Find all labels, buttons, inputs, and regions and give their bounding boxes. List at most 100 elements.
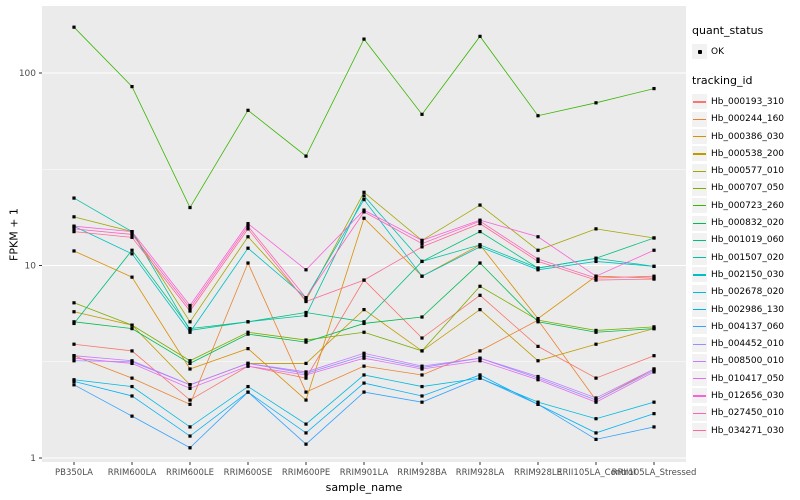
legend-item-label: Hb_000577_010 <box>711 166 785 177</box>
data-point <box>188 386 192 390</box>
data-point <box>536 320 540 324</box>
data-point <box>246 227 250 231</box>
data-point <box>188 398 192 402</box>
data-point <box>304 268 308 272</box>
data-point <box>362 321 366 326</box>
data-point <box>536 248 540 252</box>
data-point <box>652 325 656 329</box>
legend-item-label: Hb_004137_060 <box>711 321 785 332</box>
data-point <box>594 274 598 278</box>
legend-key-line-icon <box>692 180 707 196</box>
data-point <box>304 361 308 366</box>
data-point <box>130 394 134 398</box>
data-point <box>130 376 134 380</box>
legend-key-line-icon <box>692 250 707 266</box>
data-point <box>72 227 76 231</box>
data-point <box>362 216 366 220</box>
data-point <box>130 248 134 252</box>
data-point <box>188 361 192 366</box>
data-point <box>130 235 134 239</box>
legend-item-label: Hb_027450_010 <box>711 408 785 419</box>
data-point <box>304 376 308 380</box>
data-point <box>478 203 482 207</box>
data-point <box>362 37 366 41</box>
data-point <box>246 332 250 336</box>
legend-key-line-icon <box>692 198 707 214</box>
data-point <box>362 356 366 360</box>
data-point <box>594 400 598 404</box>
data-point <box>594 398 598 402</box>
data-point <box>362 278 366 282</box>
data-point <box>478 219 482 223</box>
data-point <box>362 190 366 194</box>
data-point <box>536 359 540 363</box>
legend-key-line-icon <box>692 336 707 352</box>
data-point <box>652 367 656 371</box>
y-axis-title: FPKM + 1 <box>7 208 21 261</box>
data-point <box>420 394 424 398</box>
legend-key-line-icon <box>692 111 707 127</box>
legend-item-label: Hb_001507_020 <box>711 252 785 263</box>
data-point <box>188 434 192 438</box>
data-point <box>652 277 656 281</box>
data-point <box>188 330 192 334</box>
data-point <box>420 364 424 368</box>
data-point <box>594 278 598 282</box>
legend-key-line-icon <box>692 405 707 421</box>
data-point <box>362 364 366 368</box>
y-tick-label: 100 <box>19 69 36 79</box>
data-point <box>594 259 598 264</box>
data-point <box>72 378 76 382</box>
x-tick-label: RRII105LA_Control <box>557 468 636 478</box>
data-point <box>304 299 308 304</box>
data-point <box>246 246 250 250</box>
data-point <box>304 373 308 377</box>
data-point <box>362 390 366 394</box>
legend-item: Hb_001507_020 <box>692 249 800 266</box>
legend-item-label: Hb_000832_020 <box>711 218 785 229</box>
legend-item: Hb_000538_200 <box>692 145 800 162</box>
legend-key-line-icon <box>692 163 707 179</box>
data-point <box>420 241 424 246</box>
legend-item-label: Hb_034271_030 <box>711 425 785 436</box>
x-tick-label: RRIM928LE <box>514 468 562 478</box>
data-point <box>420 336 424 340</box>
data-point <box>72 356 76 360</box>
legend-item: Hb_012656_030 <box>692 387 800 404</box>
legend-item: Hb_000193_310 <box>692 93 800 110</box>
data-point <box>420 349 424 353</box>
data-point <box>652 370 656 374</box>
legend-item-label: Hb_002986_130 <box>711 304 785 315</box>
data-point <box>594 227 598 231</box>
data-point <box>246 224 250 228</box>
data-point <box>72 321 76 326</box>
data-point <box>594 330 598 334</box>
data-point <box>652 264 656 268</box>
data-point <box>72 342 76 346</box>
data-point <box>72 320 76 324</box>
x-axis-title: sample_name <box>325 481 403 494</box>
data-point <box>478 243 482 247</box>
legend-key-line-icon <box>692 284 707 300</box>
data-point <box>304 431 308 435</box>
data-point <box>478 230 482 234</box>
data-point <box>652 412 656 416</box>
legend-item: Hb_000386_030 <box>692 128 800 145</box>
data-point <box>478 373 482 377</box>
data-point <box>246 390 250 394</box>
data-point <box>536 378 540 382</box>
data-point <box>420 367 424 371</box>
data-point <box>652 354 656 358</box>
data-point <box>536 268 540 272</box>
data-point <box>594 101 598 105</box>
data-point <box>72 215 76 219</box>
data-point <box>304 398 308 402</box>
data-point <box>246 347 250 351</box>
data-point <box>652 274 656 278</box>
data-point <box>304 310 308 315</box>
legend-item: Hb_027450_010 <box>692 405 800 422</box>
data-point <box>536 235 540 239</box>
x-tick-label: RRII105LA_Stressed <box>612 468 697 478</box>
x-tick-label: RRIM928BA <box>397 468 447 478</box>
data-point <box>536 402 540 406</box>
